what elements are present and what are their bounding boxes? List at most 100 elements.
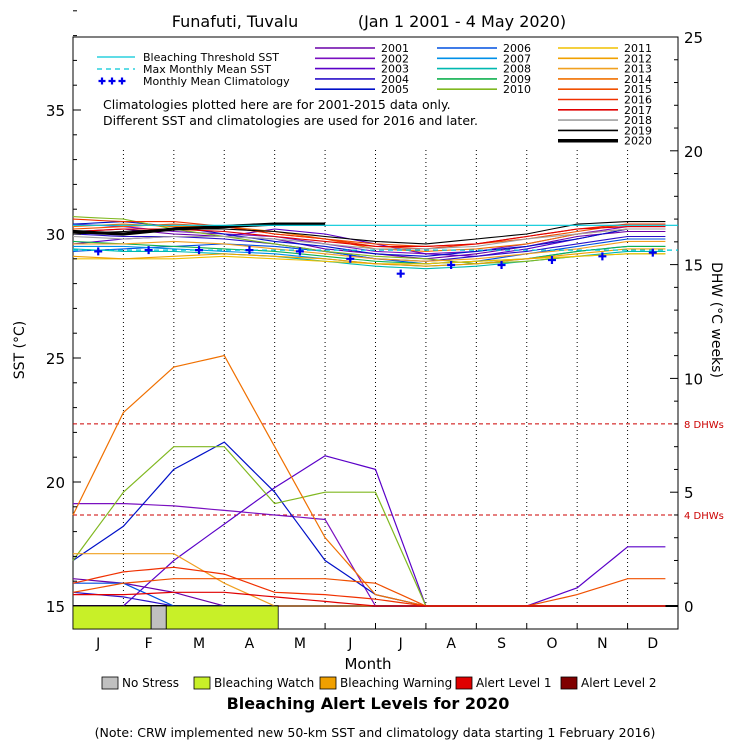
climatology-marker bbox=[547, 256, 556, 265]
y-left-tick-label: 25 bbox=[46, 350, 65, 368]
legend-label-2005: 2005 bbox=[381, 83, 409, 96]
climatology-marker bbox=[648, 248, 657, 257]
alert-title: Bleaching Alert Levels for 2020 bbox=[227, 694, 510, 713]
legend-label-2016: 2016 bbox=[624, 94, 652, 107]
dhw-reference-label: 4 DHWs bbox=[684, 511, 724, 522]
alert-segment bbox=[165, 605, 279, 630]
climatology-marker bbox=[144, 246, 153, 255]
sst-line-2020 bbox=[72, 222, 326, 236]
reference-lines: 8 DHWs 4 DHWs bbox=[73, 420, 724, 607]
alert-segment bbox=[150, 605, 167, 630]
climatology-marker bbox=[94, 247, 103, 256]
x-tick-label: O bbox=[546, 636, 557, 652]
dhw-reference-label: 8 DHWs bbox=[684, 420, 724, 431]
legend-label-2015: 2015 bbox=[624, 83, 652, 96]
climatology-markers bbox=[73, 224, 678, 278]
x-tick-label: D bbox=[647, 636, 658, 652]
climatology-marker bbox=[447, 261, 456, 269]
alert-legend-swatch bbox=[319, 676, 337, 690]
legend-ref-label: Max Monthly Mean SST bbox=[143, 63, 271, 76]
alert-legend-label: Bleaching Warning bbox=[340, 676, 452, 690]
dhw-line-2015 bbox=[72, 578, 666, 607]
y-left-tick-label: 35 bbox=[46, 102, 65, 120]
alert-legend-label: Alert Level 1 bbox=[476, 676, 552, 690]
dhw-line-2003 bbox=[73, 455, 666, 607]
dhw-series bbox=[72, 354, 666, 607]
legend-label-2010: 2010 bbox=[503, 83, 531, 96]
climatology-marker bbox=[195, 246, 204, 255]
climatology-marker bbox=[245, 246, 254, 255]
x-tick-label: J bbox=[95, 636, 100, 652]
y-right-tick-label: 5 bbox=[684, 484, 694, 502]
sst-line-2018 bbox=[72, 228, 666, 250]
y-right-tick-label: 20 bbox=[684, 143, 703, 161]
legend-label-2017: 2017 bbox=[624, 104, 652, 117]
legend-label-2014: 2014 bbox=[624, 73, 652, 86]
footnote: (Note: CRW implemented new 50-km SST and… bbox=[95, 725, 656, 740]
alert-legend-swatch bbox=[193, 676, 211, 690]
alert-legend-swatch bbox=[560, 676, 578, 690]
alert-legend-swatch bbox=[101, 676, 119, 690]
legend-label-2019: 2019 bbox=[624, 124, 652, 137]
y-left-tick-label: 30 bbox=[46, 226, 65, 244]
climatology-marker bbox=[598, 252, 607, 261]
legend-plus-marker bbox=[98, 77, 106, 85]
legend-label-2020: 2020 bbox=[624, 135, 652, 148]
sst-line-2013 bbox=[73, 240, 666, 262]
climatology-marker bbox=[295, 247, 304, 256]
alert-segment bbox=[72, 605, 152, 630]
alert-legend-swatch bbox=[455, 676, 473, 690]
x-tick-label: A bbox=[245, 636, 255, 652]
y-right-axis-label: DHW (°C weeks) bbox=[708, 262, 724, 378]
y-right-tick-label: 10 bbox=[684, 370, 703, 388]
legend-plus-marker bbox=[108, 77, 116, 85]
climatology-marker bbox=[396, 269, 405, 278]
legend-label-2001: 2001 bbox=[381, 42, 409, 55]
legend-label-2003: 2003 bbox=[381, 63, 409, 76]
legend-label-2004: 2004 bbox=[381, 73, 409, 86]
legend-label-2009: 2009 bbox=[503, 73, 531, 86]
x-tick-label: M bbox=[193, 636, 205, 652]
x-tick-label: J bbox=[347, 636, 352, 652]
x-tick-label: A bbox=[446, 636, 456, 652]
dhw-line-2005 bbox=[72, 441, 666, 607]
y-left-axis-label: SST (°C) bbox=[12, 321, 28, 379]
x-tick-label: N bbox=[597, 636, 607, 652]
month-gridlines bbox=[122, 150, 629, 606]
climatology-marker bbox=[497, 261, 506, 269]
x-tick-label: F bbox=[145, 636, 153, 652]
climatology-marker bbox=[346, 254, 355, 263]
legend-label-2007: 2007 bbox=[503, 52, 531, 65]
legend-ref-label: Bleaching Threshold SST bbox=[143, 51, 279, 64]
dhw-line-2017 bbox=[73, 591, 666, 607]
sst-line-2012 bbox=[72, 248, 666, 267]
x-tick-label: M bbox=[294, 636, 306, 652]
legend-label-2013: 2013 bbox=[624, 63, 652, 76]
sst-line-2015 bbox=[72, 223, 666, 247]
y-left-tick-label: 15 bbox=[46, 598, 65, 616]
y-right-tick-label: 15 bbox=[684, 257, 703, 275]
legend-label-2006: 2006 bbox=[503, 42, 531, 55]
alert-level-legend: No Stress Bleaching Watch Bleaching Warnin… bbox=[101, 676, 657, 690]
x-tick-label: J bbox=[398, 636, 403, 652]
sst-line-2014 bbox=[72, 223, 666, 252]
y-left-tick-label: 20 bbox=[46, 474, 65, 492]
alert-legend-label: Alert Level 2 bbox=[581, 676, 657, 690]
legend-label-2011: 2011 bbox=[624, 42, 652, 55]
note-line-2: Different SST and climatologies are used… bbox=[103, 113, 478, 128]
y-right-tick-label: 0 bbox=[684, 598, 694, 616]
y-right-tick-label: 25 bbox=[684, 29, 703, 47]
legend-plus-marker bbox=[118, 77, 126, 85]
legend-label-2008: 2008 bbox=[503, 63, 531, 76]
alert-bar bbox=[72, 605, 279, 630]
x-tick-label: S bbox=[497, 636, 506, 652]
sst-series bbox=[72, 216, 666, 270]
legend-label-2002: 2002 bbox=[381, 52, 409, 65]
note-line-1: Climatologies plotted here are for 2001-… bbox=[103, 97, 451, 112]
x-axis-label: Month bbox=[344, 655, 391, 673]
alert-legend-label: No Stress bbox=[122, 676, 179, 690]
alert-legend-label: Bleaching Watch bbox=[214, 676, 314, 690]
chart-title: Funafuti, Tuvalu bbox=[172, 12, 298, 31]
